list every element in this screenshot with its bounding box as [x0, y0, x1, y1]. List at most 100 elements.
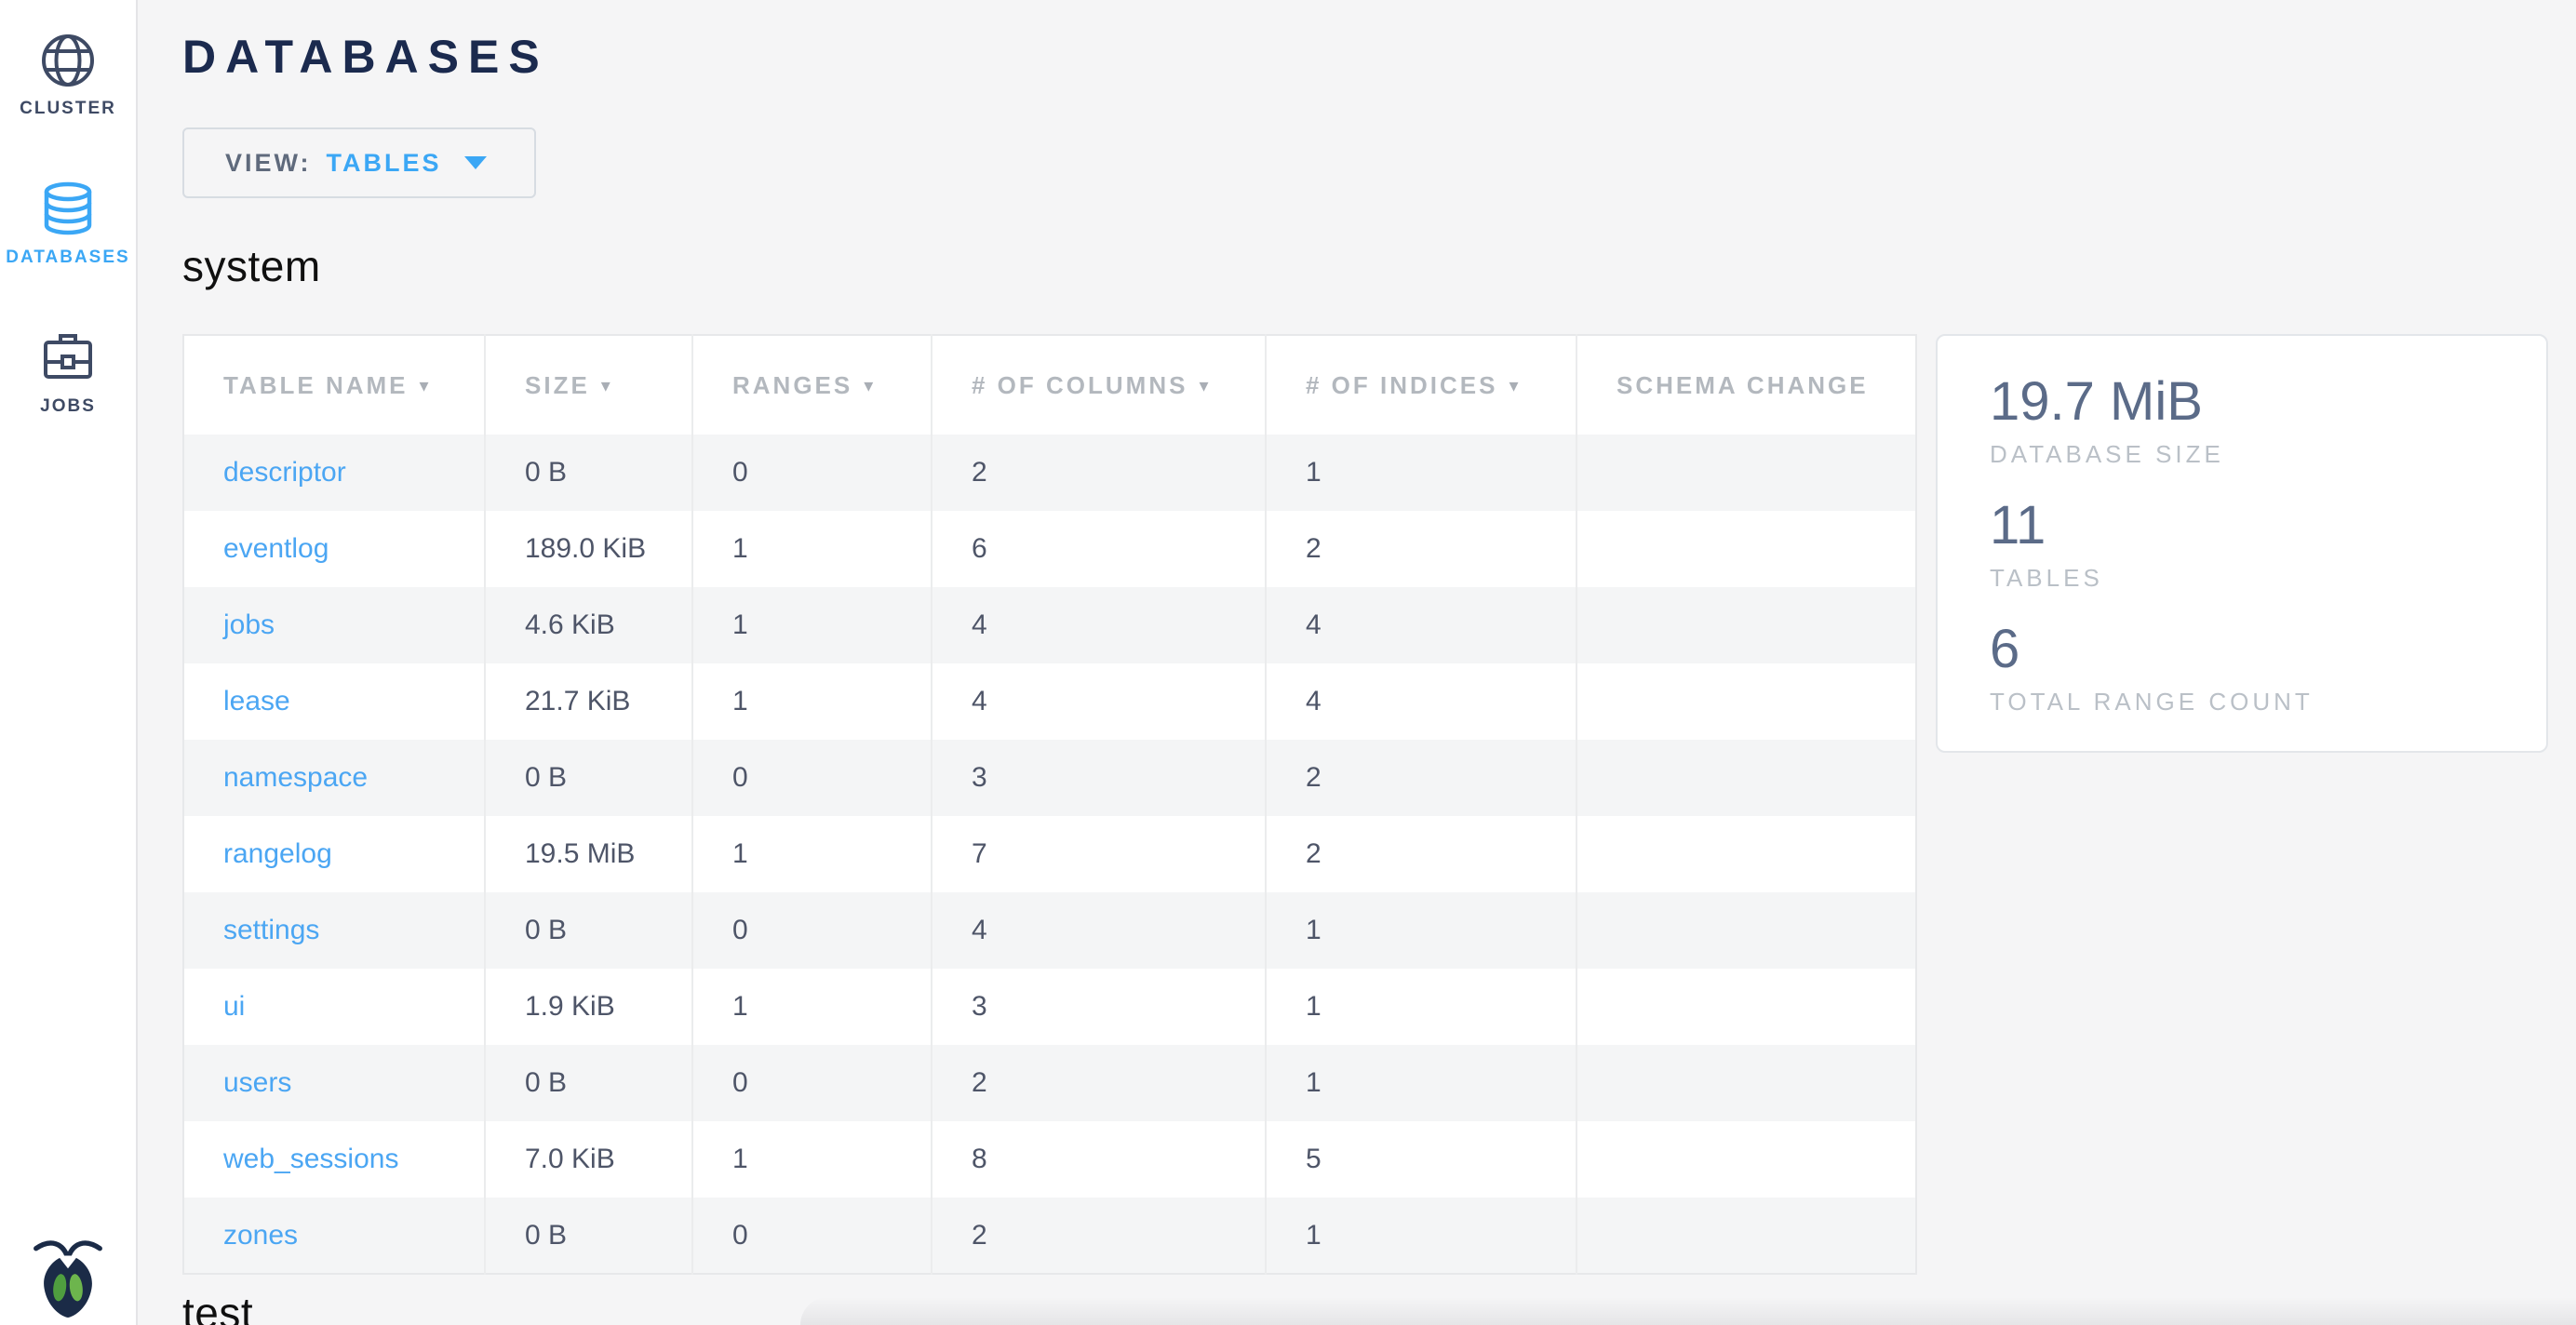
column-header-label: # OF INDICES — [1306, 370, 1498, 399]
chevron-down-icon — [463, 156, 487, 169]
size-cell: 21.7 KiB — [484, 663, 692, 740]
column-header-size[interactable]: SIZE ▾ — [484, 335, 692, 435]
table-row: rangelog 19.5 MiB 1 7 2 — [183, 816, 1916, 892]
size-cell: 189.0 KiB — [484, 511, 692, 587]
sidebar-item-label: JOBS — [40, 396, 96, 416]
sidebar-item-label: CLUSTER — [20, 99, 116, 118]
columns-cell: 8 — [931, 1121, 1266, 1198]
columns-cell: 7 — [931, 816, 1266, 892]
table-row: descriptor 0 B 0 2 1 — [183, 435, 1916, 511]
ranges-cell: 0 — [691, 1198, 932, 1274]
column-header-table-name[interactable]: TABLE NAME ▾ — [183, 335, 485, 435]
column-header-label: RANGES — [732, 370, 853, 399]
columns-cell: 2 — [931, 435, 1266, 511]
table-name-cell: ui — [183, 969, 485, 1045]
columns-cell: 2 — [931, 1045, 1266, 1121]
table-name-link[interactable]: zones — [223, 1219, 299, 1251]
schema-change-cell — [1576, 816, 1916, 892]
cockroach-bug-icon[interactable] — [30, 1236, 106, 1319]
indices-cell: 1 — [1265, 892, 1576, 969]
ranges-cell: 0 — [691, 892, 932, 969]
columns-cell: 4 — [931, 892, 1266, 969]
database-stack-icon — [38, 180, 98, 239]
stat-value: 11 — [1990, 495, 2046, 555]
table-row: web_sessions 7.0 KiB 1 8 5 — [183, 1121, 1916, 1198]
database-size-stat: 19.7 MiB DATABASE SIZE — [1990, 371, 2509, 469]
view-dropdown[interactable]: VIEW: TABLES — [182, 127, 536, 198]
stat-label: TABLES — [1990, 564, 2103, 592]
stat-value: 6 — [1990, 619, 2020, 679]
ranges-cell: 1 — [691, 511, 932, 587]
column-header-label: SCHEMA CHANGE — [1617, 370, 1869, 399]
schema-change-cell — [1576, 1121, 1916, 1198]
sort-caret-icon: ▾ — [864, 375, 877, 396]
stat-value: 19.7 MiB — [1990, 371, 2203, 432]
table-row: zones 0 B 0 2 1 — [183, 1198, 1916, 1274]
column-header--of-indices[interactable]: # OF INDICES ▾ — [1265, 335, 1576, 435]
size-cell: 0 B — [484, 435, 692, 511]
schema-change-cell — [1576, 892, 1916, 969]
table-name-cell: eventlog — [183, 511, 485, 587]
columns-cell: 3 — [931, 969, 1266, 1045]
table-name-link[interactable]: eventlog — [223, 533, 329, 564]
table-header-row: TABLE NAME ▾ SIZE ▾ RANGES ▾ # OF COLUMNS ▾ # OF… — [183, 335, 1916, 435]
indices-cell: 1 — [1265, 435, 1576, 511]
sidebar-item-label: DATABASES — [6, 248, 130, 267]
schema-change-cell — [1576, 511, 1916, 587]
view-dropdown-value: TABLES — [326, 148, 442, 177]
sidebar-item-jobs[interactable]: JOBS — [0, 328, 136, 477]
indices-cell: 4 — [1265, 587, 1576, 663]
schema-change-cell — [1576, 969, 1916, 1045]
ranges-cell: 1 — [691, 587, 932, 663]
column-header-ranges[interactable]: RANGES ▾ — [691, 335, 932, 435]
table-name-link[interactable]: descriptor — [223, 457, 346, 488]
column-header--of-columns[interactable]: # OF COLUMNS ▾ — [931, 335, 1266, 435]
columns-cell: 4 — [931, 587, 1266, 663]
table-name-link[interactable]: namespace — [223, 762, 369, 793]
column-header-schema-change: SCHEMA CHANGE — [1576, 335, 1916, 435]
table-row: jobs 4.6 KiB 1 4 4 — [183, 587, 1916, 663]
sidebar-nav: CLUSTER DATABASES — [0, 0, 136, 477]
table-name-cell: web_sessions — [183, 1121, 485, 1198]
range-count-stat: 6 TOTAL RANGE COUNT — [1990, 619, 2509, 716]
size-cell: 0 B — [484, 1045, 692, 1121]
table-name-link[interactable]: users — [223, 1067, 292, 1098]
section-heading-system: system — [182, 242, 321, 290]
indices-cell: 1 — [1265, 969, 1576, 1045]
table-name-link[interactable]: rangelog — [223, 838, 332, 869]
columns-cell: 6 — [931, 511, 1266, 587]
size-cell: 0 B — [484, 1198, 692, 1274]
view-dropdown-label: VIEW: — [225, 148, 312, 177]
table-name-link[interactable]: web_sessions — [223, 1144, 399, 1174]
database-section-body: TABLE NAME ▾ SIZE ▾ RANGES ▾ # OF COLUMNS ▾ # OF… — [182, 334, 2576, 1275]
ranges-cell: 0 — [691, 740, 932, 816]
columns-cell: 4 — [931, 663, 1266, 740]
database-summary-card: 19.7 MiB DATABASE SIZE 11 TABLES 6 TOTAL… — [1936, 334, 2548, 753]
page-title: DATABASES — [182, 31, 549, 83]
table-row: users 0 B 0 2 1 — [183, 1045, 1916, 1121]
section-heading-test: test — [182, 1289, 254, 1325]
column-header-label: # OF COLUMNS — [972, 370, 1188, 399]
ranges-cell: 0 — [691, 1045, 932, 1121]
schema-change-cell — [1576, 587, 1916, 663]
globe-icon — [38, 31, 98, 90]
columns-cell: 2 — [931, 1198, 1266, 1274]
indices-cell: 1 — [1265, 1045, 1576, 1121]
ranges-cell: 1 — [691, 969, 932, 1045]
tables-table: TABLE NAME ▾ SIZE ▾ RANGES ▾ # OF COLUMNS ▾ # OF… — [182, 334, 1917, 1275]
indices-cell: 2 — [1265, 816, 1576, 892]
indices-cell: 5 — [1265, 1121, 1576, 1198]
table-name-link[interactable]: jobs — [223, 609, 275, 640]
sort-caret-icon: ▾ — [600, 375, 613, 396]
size-cell: 7.0 KiB — [484, 1121, 692, 1198]
sidebar-item-cluster[interactable]: CLUSTER — [0, 31, 136, 180]
indices-cell: 2 — [1265, 511, 1576, 587]
ranges-cell: 0 — [691, 435, 932, 511]
table-name-link[interactable]: lease — [223, 686, 290, 716]
table-name-link[interactable]: settings — [223, 915, 320, 945]
sidebar-item-databases[interactable]: DATABASES — [0, 180, 136, 328]
table-name-link[interactable]: ui — [223, 991, 246, 1022]
stat-label: DATABASE SIZE — [1990, 440, 2224, 468]
table-name-cell: settings — [183, 892, 485, 969]
briefcase-icon — [38, 328, 98, 388]
